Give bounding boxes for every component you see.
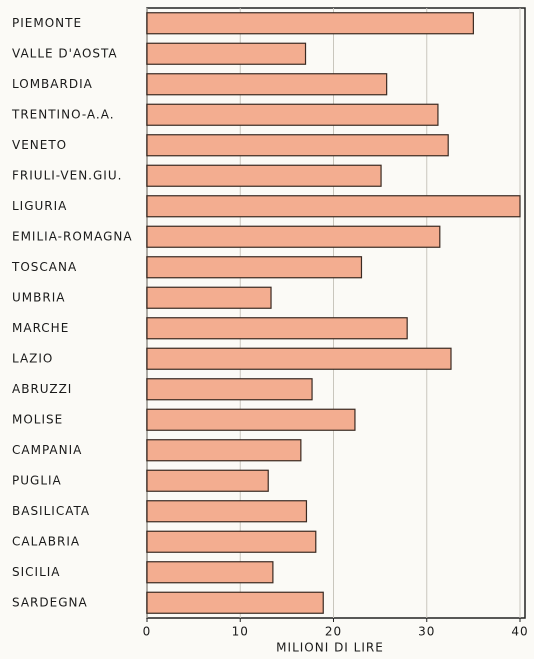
- x-axis-label: MILIONI DI LIRE: [276, 641, 384, 655]
- bar: [146, 317, 408, 340]
- y-tick-label: LOMBARDIA: [12, 77, 93, 91]
- y-tick-label: UMBRIA: [12, 290, 65, 304]
- bar: [146, 439, 302, 462]
- plot-frame: [146, 7, 526, 619]
- bar: [146, 500, 308, 523]
- bar: [146, 12, 474, 35]
- x-tick-label: 20: [325, 625, 342, 639]
- bar: [146, 134, 449, 157]
- y-tick-label: CAMPANIA: [12, 443, 82, 457]
- x-tick-label: 0: [143, 625, 152, 639]
- bar: [146, 561, 274, 584]
- y-tick-label: LIGURIA: [12, 199, 67, 213]
- x-tick-label: 30: [418, 625, 435, 639]
- bar: [146, 164, 382, 187]
- y-tick-label: PUGLIA: [12, 473, 62, 487]
- y-tick-label: EMILIA-ROMAGNA: [12, 229, 133, 243]
- bar: [146, 256, 363, 279]
- y-tick-label: VALLE D'AOSTA: [12, 46, 118, 60]
- y-tick-label: FRIULI-VEN.GIU.: [12, 168, 122, 182]
- y-tick-label: TOSCANA: [11, 260, 77, 274]
- bar: [146, 286, 272, 309]
- bar: [146, 469, 269, 492]
- bar: [146, 347, 452, 370]
- y-tick-label: MOLISE: [12, 412, 63, 426]
- y-tick-label: VENETO: [12, 138, 67, 152]
- y-tick-label: ABRUZZI: [12, 382, 72, 396]
- bar: [146, 408, 356, 431]
- y-tick-label: PIEMONTE: [12, 16, 82, 30]
- bar: [146, 195, 521, 218]
- bar: [146, 530, 317, 553]
- y-tick-label: SICILIA: [12, 565, 61, 579]
- y-tick-label: LAZIO: [12, 351, 53, 365]
- y-tick-label: SARDEGNA: [12, 595, 88, 609]
- bar: [146, 378, 313, 401]
- x-tick-label: 40: [511, 625, 528, 639]
- x-tick-label: 10: [232, 625, 249, 639]
- y-tick-label: MARCHE: [12, 321, 69, 335]
- y-tick-label: TRENTINO-A.A.: [11, 107, 115, 121]
- y-tick-label: CALABRIA: [12, 534, 80, 548]
- bar: [146, 225, 441, 248]
- bar: [146, 73, 388, 96]
- bar: [146, 103, 439, 126]
- y-tick-label: BASILICATA: [12, 504, 90, 518]
- bar: [146, 591, 324, 614]
- bar: [146, 42, 307, 65]
